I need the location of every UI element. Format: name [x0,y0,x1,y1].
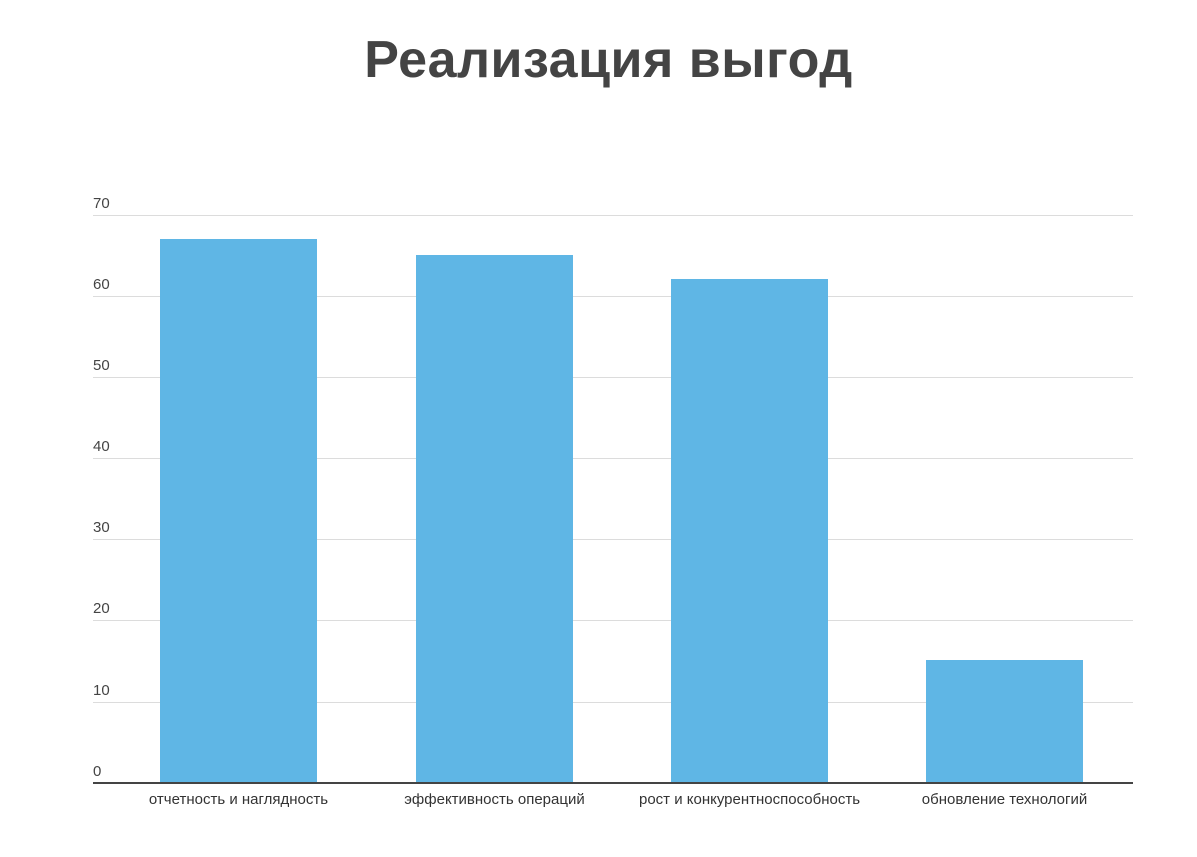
gridline-20 [93,620,1133,621]
y-tick-label: 0 [93,763,102,780]
y-tick-label: 60 [93,276,110,293]
bar-technology [926,660,1083,783]
gridline-70 [93,215,1133,216]
gridline-50 [93,377,1133,378]
y-tick-label: 30 [93,519,110,536]
plot-area: 70 60 50 40 30 20 10 0 отчетность и нагл… [93,0,1133,857]
gridline-60 [93,296,1133,297]
chart-title: Реализация выгод [364,31,853,89]
bar-reporting [160,239,317,783]
gridline-10 [93,702,1133,703]
y-tick-label: 40 [93,438,110,455]
y-tick-label: 10 [93,682,110,699]
y-tick-label: 20 [93,600,110,617]
x-tick-label: обновление технологий [921,791,1088,808]
y-tick-label: 70 [93,195,110,212]
gridline-40 [93,458,1133,459]
y-tick-label: 50 [93,357,110,374]
x-tick-label: рост и конкурентноспособность [638,791,861,808]
bar-efficiency [416,255,573,783]
x-axis-line [93,782,1133,784]
bar-growth [671,279,828,783]
gridline-30 [93,539,1133,540]
x-tick-label: эффективность операций [404,791,585,808]
x-tick-label: отчетность и наглядность [148,791,329,808]
